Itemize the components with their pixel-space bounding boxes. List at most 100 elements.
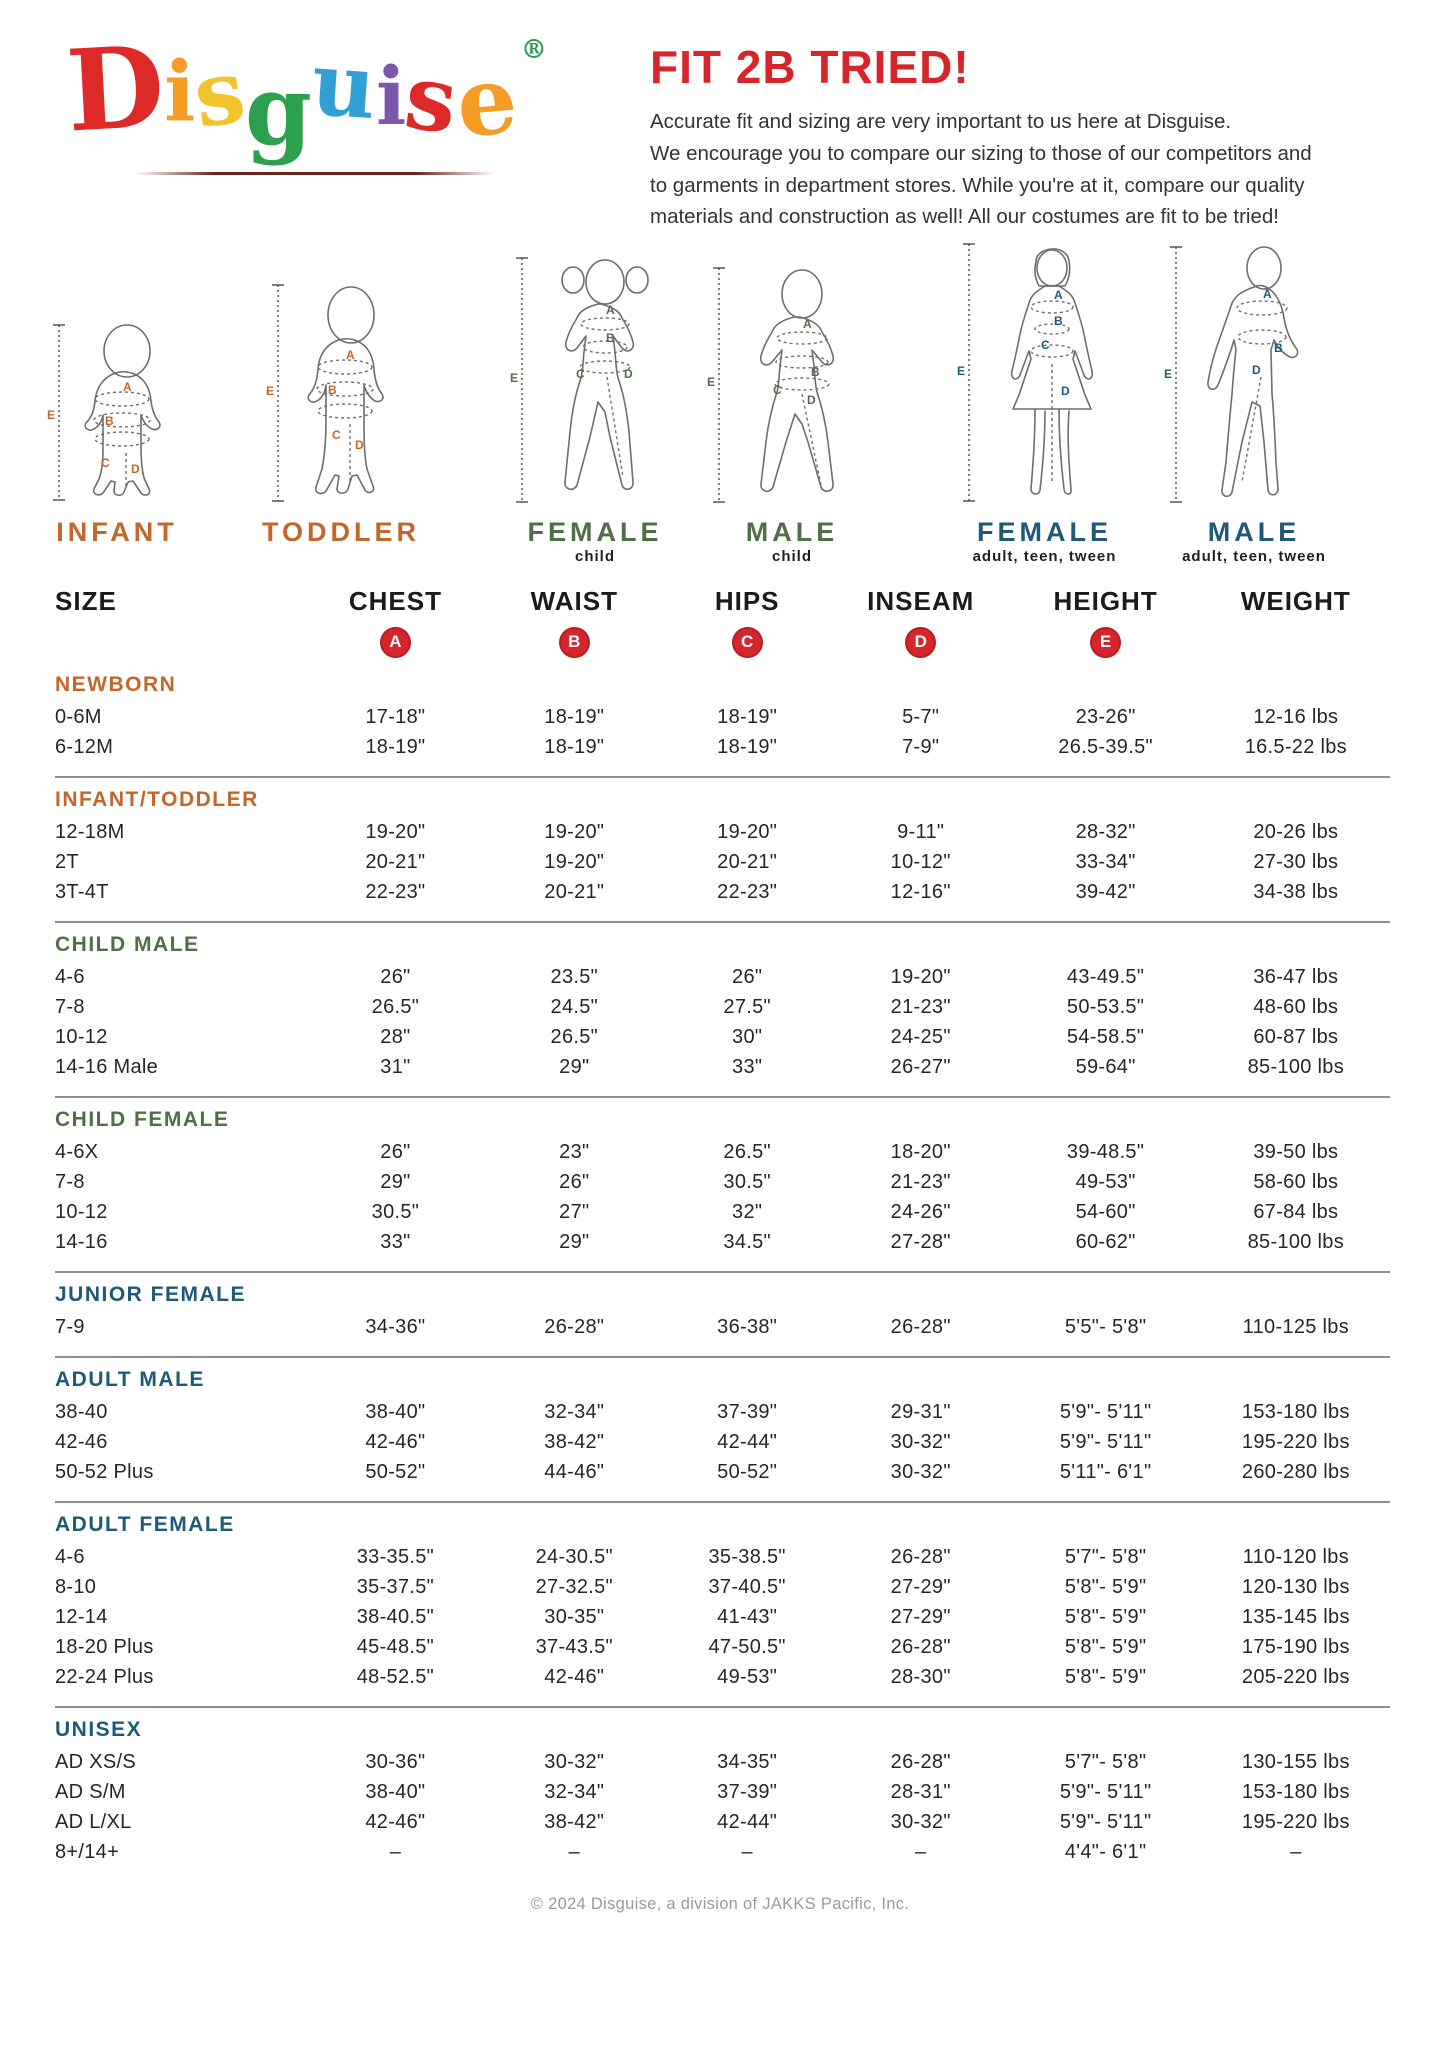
table-cell: 27.5" xyxy=(723,995,771,1018)
table-cell: 42-44" xyxy=(717,1430,778,1453)
table-cell: 29" xyxy=(380,1170,411,1193)
table-cell: – xyxy=(741,1840,753,1863)
logo-letter: e xyxy=(452,44,522,160)
row-size-label: 8-10 xyxy=(55,1575,97,1598)
svg-text:E: E xyxy=(957,364,965,378)
table-cell: 22-23" xyxy=(717,880,778,903)
table-cell: 26.5" xyxy=(550,1025,599,1048)
table-cell: 205-220 lbs xyxy=(1241,1665,1350,1688)
table-cell: 39-48.5" xyxy=(1066,1140,1145,1163)
table-cell: 41-43" xyxy=(717,1605,778,1628)
figure-female-child: E A B C D FEMALE child xyxy=(510,252,680,570)
table-row: 14-16 Male 31" 29" 33" 26-27" 59-64" 85-100 lb… xyxy=(55,1052,1390,1082)
row-size-label: 6-12M xyxy=(55,735,114,758)
row-size-label: 3T-4T xyxy=(55,880,109,903)
table-cell: 38-42" xyxy=(544,1810,605,1833)
figure-female-adult: E A B C D FEMALE adult, teen, tween xyxy=(957,239,1132,570)
table-cell: 27-30 lbs xyxy=(1253,850,1339,873)
svg-text:B: B xyxy=(811,365,820,379)
table-cell: 5'9"- 5'11" xyxy=(1059,1430,1152,1453)
toddler-figure-drawing: E A B C D xyxy=(266,284,384,502)
section-divider xyxy=(55,921,1390,924)
table-cell: 26.5" xyxy=(723,1140,771,1163)
table-cell: 21-23" xyxy=(890,1170,951,1193)
table-cell: 5-7" xyxy=(902,705,940,728)
table-row: 3T-4T 22-23" 20-21" 22-23" 12-16" 39-42" 34-38… xyxy=(55,877,1390,907)
table-sections: NEWBORN 0-6M 17-18" 18-19" 18-19" 5-7" 23-26" 1… xyxy=(55,663,1390,1867)
table-cell: 21-23" xyxy=(890,995,951,1018)
male-adult-figure-drawing: E A B D xyxy=(1164,246,1299,503)
table-cell: 26" xyxy=(732,965,763,988)
row-size-label: 42-46 xyxy=(55,1430,108,1453)
intro-line: Accurate fit and sizing are very importa… xyxy=(650,110,1232,133)
table-cell: 34.5" xyxy=(723,1230,771,1253)
svg-text:E: E xyxy=(1164,367,1172,381)
svg-text:A: A xyxy=(123,380,132,394)
table-cell: – xyxy=(568,1840,581,1863)
table-cell: 26.5" xyxy=(371,995,420,1018)
svg-text:A: A xyxy=(1263,287,1272,301)
table-cell: 33-35.5" xyxy=(356,1545,435,1568)
table-cell: – xyxy=(914,1840,927,1863)
table-cell: 5'5"- 5'8" xyxy=(1064,1315,1147,1338)
table-cell: 20-21" xyxy=(544,880,605,903)
table-row: 10-12 30.5" 27" 32" 24-26" 54-60" 67-84 lbs xyxy=(55,1197,1390,1227)
svg-text:D: D xyxy=(131,462,140,476)
svg-text:B: B xyxy=(105,414,114,428)
table-cell: 130-155 lbs xyxy=(1241,1750,1350,1773)
table-cell: 34-36" xyxy=(365,1315,426,1338)
row-size-label: 2T xyxy=(55,850,79,873)
intro-line: to garments in department stores. While … xyxy=(650,173,1305,197)
table-cell: 23" xyxy=(559,1140,590,1163)
section-divider xyxy=(55,1501,1390,1504)
row-size-label: 38-40 xyxy=(55,1400,108,1423)
table-cell: 120-130 lbs xyxy=(1241,1575,1350,1598)
table-header-row: SIZE CHEST WAIST HIPS INSEAM HEIGHT WEIG… xyxy=(55,586,1390,617)
table-row: 0-6M 17-18" 18-19" 18-19" 5-7" 23-26" 12-16 lb… xyxy=(55,702,1390,732)
table-row: 18-20 Plus 45-48.5" 37-43.5" 47-50.5" 26-28"… xyxy=(55,1632,1390,1662)
logo-letter: u xyxy=(308,30,380,140)
table-cell: 27-29" xyxy=(890,1575,951,1598)
table-cell: 12-16" xyxy=(890,880,951,903)
table-cell: 30.5" xyxy=(723,1170,771,1193)
svg-text:A: A xyxy=(803,317,812,331)
row-size-label: 4-6 xyxy=(55,965,85,988)
table-row: 38-40 38-40" 32-34" 37-39" 29-31" 5'9"- 5'11"… xyxy=(55,1397,1390,1427)
table-cell: 110-125 lbs xyxy=(1242,1315,1349,1338)
table-cell: 34-35" xyxy=(717,1750,778,1773)
table-cell: 5'8"- 5'9" xyxy=(1064,1605,1147,1628)
table-cell: – xyxy=(389,1840,402,1863)
table-row: AD L/XL 42-46" 38-42" 42-44" 30-32" 5'9"- 5'1… xyxy=(55,1807,1390,1837)
table-cell: 33" xyxy=(380,1230,411,1253)
row-size-label: 10-12 xyxy=(55,1025,108,1048)
table-cell: 26-28" xyxy=(890,1750,951,1773)
logo-letter: D xyxy=(63,21,168,158)
figure-label-female-child: FEMALE xyxy=(527,517,663,548)
table-cell: 18-19" xyxy=(717,735,778,758)
table-row: 4-6X 26" 23" 26.5" 18-20" 39-48.5" 39-50 lbs xyxy=(55,1137,1390,1167)
measure-badge-b: B xyxy=(558,626,590,658)
measure-badge-e: E xyxy=(1090,626,1122,658)
row-size-label: AD L/XL xyxy=(55,1810,132,1833)
header: Disguise® FIT 2B TRIED! Accurate fit and… xyxy=(0,0,1440,233)
table-cell: 85-100 lbs xyxy=(1247,1230,1345,1253)
table-cell: 17-18" xyxy=(365,705,426,728)
table-cell: 5'8"- 5'9" xyxy=(1064,1665,1147,1688)
table-cell: 44-46" xyxy=(544,1460,605,1483)
table-cell: 19-20" xyxy=(544,850,605,873)
table-cell: 5'9"- 5'11" xyxy=(1059,1400,1152,1423)
table-cell: 9-11" xyxy=(897,820,945,843)
table-cell: 37-43.5" xyxy=(535,1635,613,1658)
table-cell: 38-42" xyxy=(544,1430,605,1453)
table-cell: 42-46" xyxy=(365,1430,426,1453)
table-cell: 19-20" xyxy=(544,820,605,843)
row-size-label: 14-16 xyxy=(55,1230,108,1253)
infant-figure-drawing: E A B C D xyxy=(47,324,161,501)
figure-label-male-child: MALE xyxy=(745,517,839,548)
figure-label-toddler: TODDLER xyxy=(262,517,421,548)
table-cell: 42-46" xyxy=(365,1810,426,1833)
row-size-label: 7-8 xyxy=(55,1170,85,1193)
table-cell: 34-38 lbs xyxy=(1253,880,1339,903)
section-title: ADULT MALE xyxy=(55,1368,205,1392)
column-header-height: HEIGHT xyxy=(1053,586,1158,617)
